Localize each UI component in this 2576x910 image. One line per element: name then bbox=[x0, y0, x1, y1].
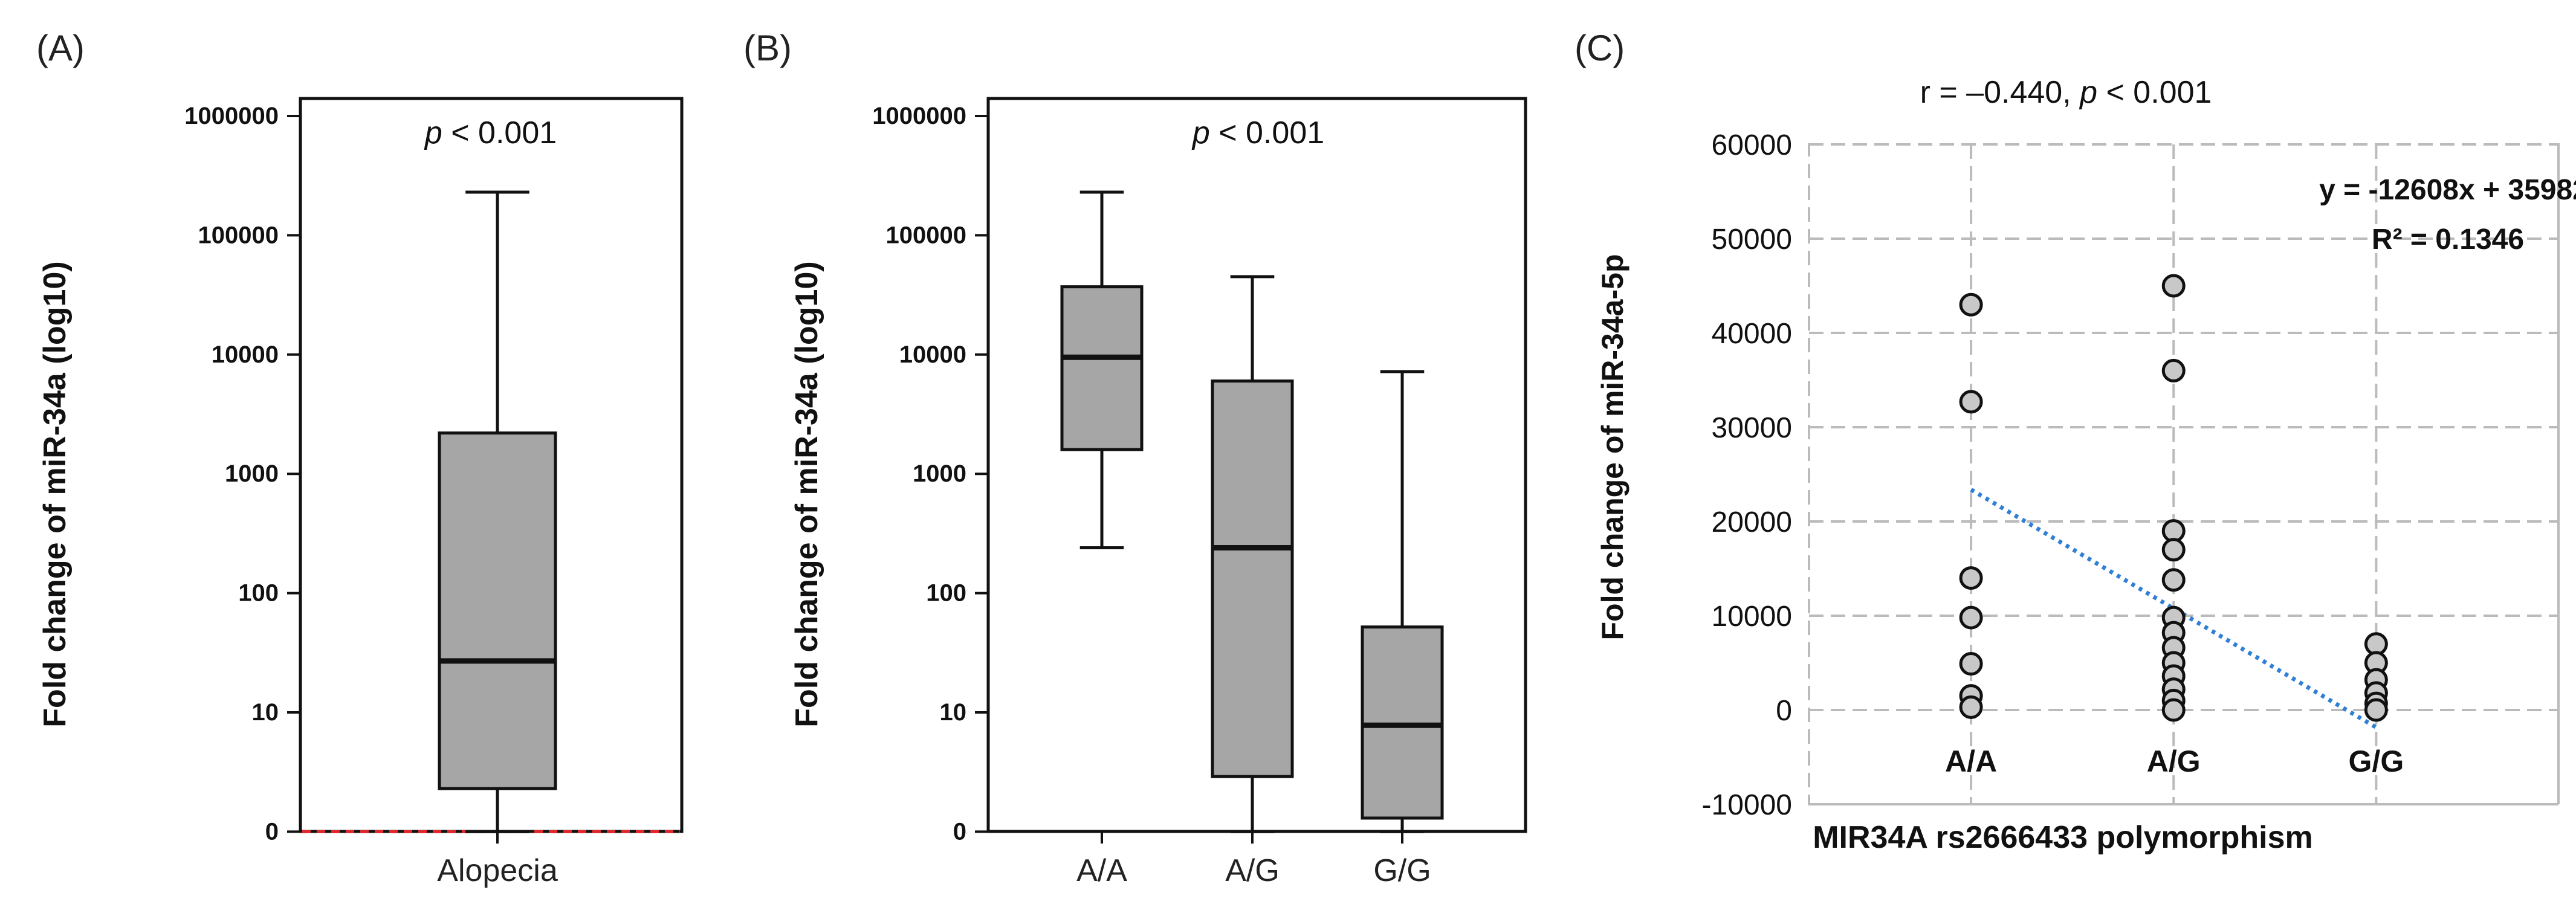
panel-c-point-2 bbox=[1959, 566, 1983, 590]
panel-c-point-0 bbox=[1959, 292, 1983, 317]
panel-a-ytick-label-6: 1000000 bbox=[184, 103, 279, 129]
panel-a-pvalue: p < 0.001 bbox=[424, 115, 557, 150]
panel-c-point-1 bbox=[1959, 390, 1983, 414]
panel-b-ytick-label-2: 100 bbox=[926, 580, 966, 607]
panel-a-ytick-label-3: 1000 bbox=[225, 460, 279, 487]
panel-c-ylabel: Fold change of miR-34a-5p bbox=[1596, 254, 1629, 641]
panel-c-r-squared: R² = 0.1346 bbox=[2372, 224, 2524, 256]
panel-c-xtick-label-0: A/A bbox=[1945, 744, 1997, 778]
panel-c-y-axis: -10000 0 10000 20000 30000 40000 50000 60000 bbox=[1702, 129, 1792, 821]
panel-c-point-11 bbox=[2161, 568, 2186, 592]
panel-c-trendline bbox=[1970, 488, 2378, 729]
panel-b-xtick-label-2: G/G bbox=[1373, 853, 1431, 888]
panel-b-pvalue-p: p bbox=[1191, 115, 1210, 150]
panel-b-ytick-label-5: 100000 bbox=[886, 222, 966, 248]
panel-b-label: (B) bbox=[743, 28, 792, 68]
panel-b-pvalue-text: < 0.001 bbox=[1210, 115, 1324, 150]
panel-c-title: r = –0.440, p < 0.001 bbox=[1920, 75, 2212, 110]
panel-c-title-p: p bbox=[2079, 75, 2097, 110]
panel-a-ytick-label-5: 100000 bbox=[198, 222, 279, 248]
panel-c-point-4 bbox=[1959, 652, 1983, 676]
panel-c-label: (C) bbox=[1574, 28, 1625, 68]
panel-c-ytick-label-4: 30000 bbox=[1712, 412, 1792, 444]
panel-b-xtick-label-1: A/G bbox=[1225, 853, 1280, 888]
panel-c-point-19 bbox=[2161, 698, 2186, 722]
panel-a-pvalue-p: p bbox=[424, 115, 442, 150]
panel-a-pvalue-text: < 0.001 bbox=[442, 115, 557, 150]
panel-b-y-axis: 0 10 100 1000 10000 100000 1000000 bbox=[872, 103, 988, 845]
panel-c-ytick-label-1: 0 bbox=[1776, 695, 1792, 727]
panel-c-xlabel: MIR34A rs2666433 polymorphism bbox=[1813, 820, 2313, 855]
panel-a-boxes bbox=[438, 190, 557, 833]
panel-b-boxes bbox=[1060, 190, 1444, 833]
panel-b-x-axis: A/A A/G G/G bbox=[1076, 831, 1431, 888]
panel-c-point-7 bbox=[2161, 274, 2186, 298]
panel-c-ytick-label-0: -10000 bbox=[1702, 789, 1792, 821]
panel-a-y-axis: 0 10 100 1000 10000 100000 1000000 bbox=[184, 103, 300, 845]
panel-c-title-prefix: r = –0.440, bbox=[1920, 75, 2080, 110]
panel-a: (A) Fold change of miR-34a (log10) 0 10 10… bbox=[36, 28, 684, 888]
panel-c-ytick-label-5: 40000 bbox=[1712, 318, 1792, 350]
panel-c-xtick-label-2: G/G bbox=[2349, 744, 2404, 778]
panel-a-box-0 bbox=[438, 431, 557, 790]
panel-a-ylabel: Fold change of miR-34a (log10) bbox=[37, 261, 73, 727]
panel-c-ytick-label-7: 60000 bbox=[1712, 129, 1792, 161]
panel-b-ytick-label-0: 0 bbox=[953, 818, 966, 845]
panel-c-point-3 bbox=[1959, 605, 1983, 630]
panel-a-label: (A) bbox=[36, 28, 85, 68]
panel-b: (B) Fold change of miR-34a (log10) 0 10 10… bbox=[743, 28, 1527, 888]
panel-b-box-1 bbox=[1211, 379, 1294, 778]
panel-b-ylabel: Fold change of miR-34a (log10) bbox=[789, 261, 824, 727]
panel-a-ytick-label-1: 10 bbox=[252, 699, 279, 726]
panel-c-x-axis: A/A A/G G/G bbox=[1945, 744, 2404, 778]
panel-b-ytick-label-6: 1000000 bbox=[872, 103, 966, 129]
panel-a-ytick-label-2: 100 bbox=[238, 580, 279, 607]
panel-a-xtick-label-0: Alopecia bbox=[437, 853, 558, 888]
panel-b-ytick-label-4: 10000 bbox=[899, 341, 966, 368]
panel-c-xtick-label-1: A/G bbox=[2147, 744, 2201, 778]
panel-b-pvalue: p < 0.001 bbox=[1191, 115, 1324, 150]
panel-a-x-axis: Alopecia bbox=[437, 831, 558, 888]
panel-a-ytick-label-0: 0 bbox=[265, 818, 279, 845]
panel-a-ytick-label-4: 10000 bbox=[212, 341, 279, 368]
panel-c-ytick-label-2: 10000 bbox=[1712, 601, 1792, 633]
panel-c-point-6 bbox=[1959, 695, 1983, 719]
panel-c-point-25 bbox=[2364, 698, 2388, 722]
panel-c-title-suffix: < 0.001 bbox=[2097, 75, 2212, 110]
panel-b-box-2 bbox=[1361, 625, 1444, 820]
panel-c-point-10 bbox=[2161, 538, 2186, 562]
panel-c-ytick-label-3: 20000 bbox=[1712, 506, 1792, 538]
panel-c-ytick-label-6: 50000 bbox=[1712, 224, 1792, 256]
panel-c-points bbox=[1959, 274, 2388, 722]
panel-b-ytick-label-3: 1000 bbox=[913, 460, 966, 487]
panel-b-box-0 bbox=[1060, 285, 1144, 451]
panel-c-equation: y = -12608x + 35982 bbox=[2319, 174, 2576, 206]
panel-b-ytick-label-1: 10 bbox=[940, 699, 967, 726]
panel-c-point-8 bbox=[2161, 358, 2186, 382]
panel-c: (C) r = –0.440, p < 0.001 Fold change of… bbox=[1574, 28, 2576, 855]
panel-b-xtick-label-0: A/A bbox=[1076, 853, 1127, 888]
